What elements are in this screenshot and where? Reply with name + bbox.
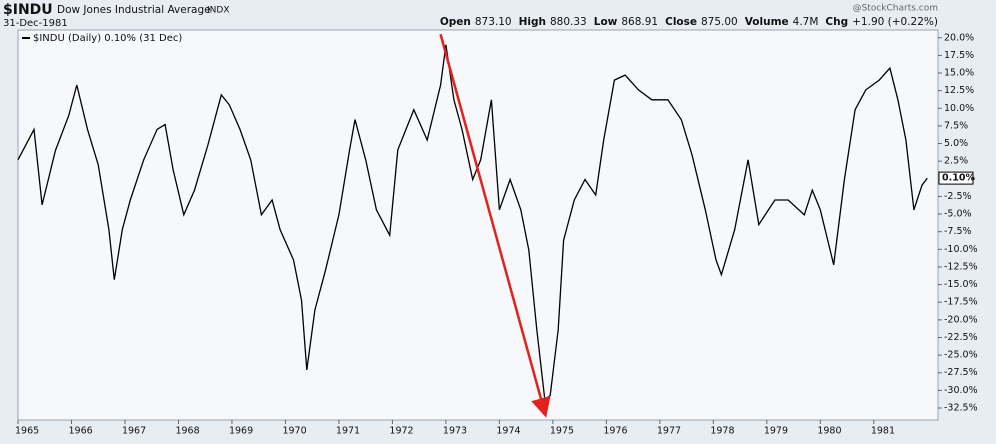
end-tag-box bbox=[938, 171, 974, 185]
y-tick-label: -10.0% bbox=[944, 244, 978, 255]
exchange: INDX bbox=[207, 6, 229, 16]
x-tick-label: 1966 bbox=[68, 426, 92, 437]
end-tag-label: 0.10% bbox=[942, 173, 975, 184]
y-tick-label: -25.0% bbox=[944, 350, 978, 361]
y-tick-label: -2.5% bbox=[944, 191, 972, 202]
x-tick-label: 1979 bbox=[764, 426, 788, 437]
plot-area bbox=[17, 29, 939, 421]
x-tick-label: 1973 bbox=[443, 426, 467, 437]
legend-entry: $INDU (Daily) 0.10% (31 Dec) bbox=[33, 33, 182, 44]
y-tick-label: 7.5% bbox=[944, 120, 968, 131]
y-tick-label: -7.5% bbox=[944, 226, 972, 237]
x-tick-label: 1970 bbox=[282, 426, 306, 437]
x-tick-label: 1978 bbox=[710, 426, 734, 437]
y-tick-label: 20.0% bbox=[944, 32, 974, 43]
x-tick-label: 1981 bbox=[871, 426, 895, 437]
y-tick-label: 17.5% bbox=[944, 50, 974, 61]
stat-label: Open bbox=[440, 16, 471, 28]
y-tick-label: 12.5% bbox=[944, 85, 974, 96]
y-tick-label: -20.0% bbox=[944, 314, 978, 325]
y-tick-label: -22.5% bbox=[944, 332, 978, 343]
y-tick-label: -27.5% bbox=[944, 367, 978, 378]
x-tick-label: 1976 bbox=[603, 426, 627, 437]
y-tick-label: -5.0% bbox=[944, 209, 972, 220]
y-tick-label: 15.0% bbox=[944, 68, 974, 79]
x-tick-label: 1974 bbox=[496, 426, 520, 437]
x-tick-label: 1967 bbox=[122, 426, 146, 437]
security-name: Dow Jones Industrial Average bbox=[57, 4, 211, 16]
credit: @StockCharts.com bbox=[853, 4, 938, 14]
stat-value: 873.10 bbox=[475, 16, 512, 28]
stat-value: 875.00 bbox=[701, 16, 738, 28]
x-tick-label: 1972 bbox=[389, 426, 413, 437]
x-tick-label: 1968 bbox=[175, 426, 199, 437]
symbol: $INDU bbox=[3, 2, 53, 18]
y-tick-label: -32.5% bbox=[944, 403, 978, 414]
y-tick-label: 10.0% bbox=[944, 103, 974, 114]
x-tick-label: 1971 bbox=[336, 426, 360, 437]
stat-label: Close bbox=[665, 16, 697, 28]
stat-label: Volume bbox=[745, 16, 789, 28]
date: 31-Dec-1981 bbox=[3, 18, 68, 29]
stat-label: Low bbox=[594, 16, 618, 28]
stat-value: +1.90 (+0.22%) bbox=[852, 16, 938, 28]
x-tick-label: 1975 bbox=[550, 426, 574, 437]
y-tick-label: -15.0% bbox=[944, 279, 978, 290]
stat-value: 4.7M bbox=[793, 16, 819, 28]
stat-value: 868.91 bbox=[621, 16, 658, 28]
x-tick-label: 1977 bbox=[657, 426, 681, 437]
stat-value: 880.33 bbox=[550, 16, 587, 28]
stats: Open 873.10 High 880.33 Low 868.91 Close 875.00… bbox=[440, 16, 938, 28]
x-tick-label: 1969 bbox=[229, 426, 253, 437]
y-tick-label: -17.5% bbox=[944, 297, 978, 308]
y-tick-label: -30.0% bbox=[944, 385, 978, 396]
annotation-arrow bbox=[439, 33, 551, 418]
stat-label: High bbox=[519, 16, 546, 28]
x-tick-label: 1980 bbox=[817, 426, 841, 437]
stat-label: Chg bbox=[825, 16, 848, 28]
y-tick-label: 2.5% bbox=[944, 156, 968, 167]
series-line bbox=[17, 44, 928, 402]
y-tick-label: -12.5% bbox=[944, 261, 978, 272]
x-tick-label: 1965 bbox=[15, 426, 39, 437]
y-tick-label: 5.0% bbox=[944, 138, 968, 149]
